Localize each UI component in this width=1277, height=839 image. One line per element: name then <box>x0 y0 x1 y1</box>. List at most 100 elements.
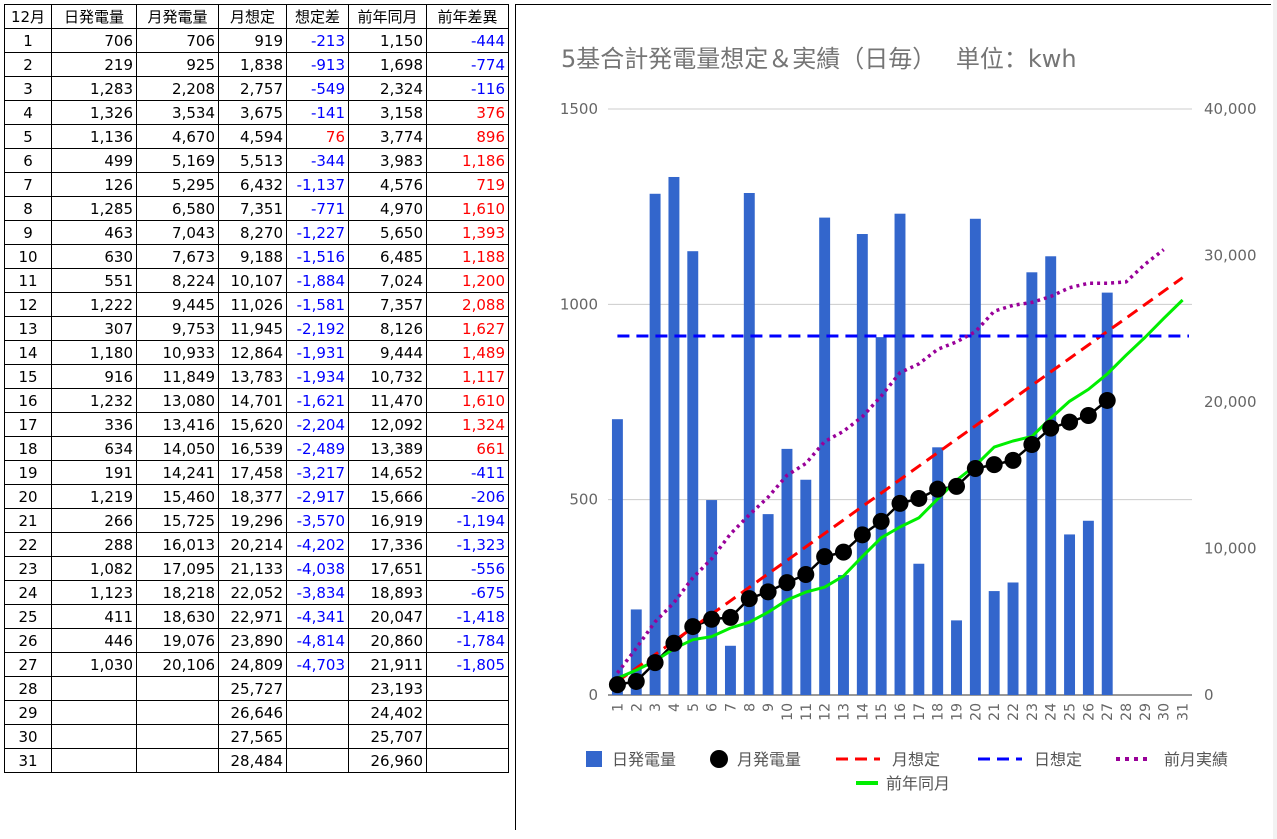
table-cell <box>136 748 219 773</box>
bar <box>687 251 699 695</box>
table-cell: 1,150 <box>348 28 427 53</box>
table-cell: 463 <box>51 220 137 245</box>
table-cell: 10,732 <box>348 364 427 389</box>
table-cell: 31 <box>4 748 52 773</box>
table-cell: 219 <box>51 52 137 77</box>
right-tick-label: 40,000 <box>1204 100 1257 118</box>
table-row: 31 28,484 26,960 <box>4 748 509 773</box>
window-edge <box>1273 0 1277 839</box>
table-row: 16 1,232 13,080 14,701 -1,621 11,470 1,610 <box>4 388 509 413</box>
table-cell: -206 <box>426 484 509 509</box>
table-cell <box>426 676 509 701</box>
table-header-row: 12月 日発電量 月発電量 月想定 想定差 前年同月 前年差異 <box>4 4 509 29</box>
table-cell: 9,445 <box>136 292 219 317</box>
bar <box>706 500 718 695</box>
bar <box>932 447 944 695</box>
table-cell: 2,208 <box>136 76 219 101</box>
table-cell: 25,727 <box>218 676 287 701</box>
table-cell: 17,458 <box>218 460 287 485</box>
table-cell: 1,698 <box>348 52 427 77</box>
table-cell: 1,136 <box>51 124 137 149</box>
bar <box>724 645 736 695</box>
bar <box>856 234 868 695</box>
table-cell: 18,218 <box>136 580 219 605</box>
table-cell: 1,200 <box>426 268 509 293</box>
table-row: 24 1,123 18,218 22,052 -3,834 18,893 -675 <box>4 580 509 605</box>
table-cell: -4,703 <box>286 652 349 677</box>
legend-label: 月想定 <box>892 750 940 769</box>
table-row: 17 336 13,416 15,620 -2,204 12,092 1,324 <box>4 412 509 437</box>
table-cell: 1,219 <box>51 484 137 509</box>
table-cell: -675 <box>426 580 509 605</box>
bar <box>1007 582 1019 695</box>
table-cell: 2,088 <box>426 292 509 317</box>
table-cell: -3,834 <box>286 580 349 605</box>
table-cell: 20,860 <box>348 628 427 653</box>
table-cell: 7,357 <box>348 292 427 317</box>
left-tick-label: 0 <box>588 686 598 704</box>
table-cell: 2 <box>4 52 52 77</box>
table-cell: 10 <box>4 244 52 269</box>
table-cell <box>286 676 349 701</box>
table-cell: 5,295 <box>136 172 219 197</box>
table-cell: 28 <box>4 676 52 701</box>
table-cell: 661 <box>426 436 509 461</box>
table-cell: 17,336 <box>348 532 427 557</box>
table-cell: 1,326 <box>51 100 137 125</box>
table-cell: 916 <box>51 364 137 389</box>
table-cell: 2,757 <box>218 76 287 101</box>
column-header: 前年同月 <box>348 4 427 29</box>
table-cell <box>51 676 137 701</box>
table-cell: -213 <box>286 28 349 53</box>
table-cell: 22,052 <box>218 580 287 605</box>
table-cell: 551 <box>51 268 137 293</box>
monthly-actual-point <box>1098 391 1116 409</box>
monthly-actual-point <box>1061 413 1079 431</box>
bar <box>668 176 680 695</box>
bar <box>649 193 661 696</box>
table-cell: 1,838 <box>218 52 287 77</box>
table-cell: 4,670 <box>136 124 219 149</box>
table-cell: -1,934 <box>286 364 349 389</box>
legend-label: 日想定 <box>1034 750 1082 769</box>
table-cell: 11,849 <box>136 364 219 389</box>
table-row: 10 630 7,673 9,188 -1,516 6,485 1,188 <box>4 244 509 269</box>
table-cell: 8,224 <box>136 268 219 293</box>
monthly-actual-point <box>966 460 984 478</box>
monthly-actual-point <box>703 610 721 628</box>
table-cell: 925 <box>136 52 219 77</box>
x-tick-label: 17 <box>912 703 928 721</box>
table-cell: 12 <box>4 292 52 317</box>
table-row: 29 26,646 24,402 <box>4 700 509 725</box>
table-cell: 896 <box>426 124 509 149</box>
table-cell <box>426 724 509 749</box>
table-row: 9 463 7,043 8,270 -1,227 5,650 1,393 <box>4 220 509 245</box>
table-cell: 14,701 <box>218 388 287 413</box>
table-row: 3 1,283 2,208 2,757 -549 2,324 -116 <box>4 76 509 101</box>
table-cell: 634 <box>51 436 137 461</box>
table-cell: 6,432 <box>218 172 287 197</box>
table-cell: -1,418 <box>426 604 509 629</box>
x-tick-label: 14 <box>855 703 871 721</box>
table-cell: 919 <box>218 28 287 53</box>
table-cell: 5,513 <box>218 148 287 173</box>
monthly-actual-point <box>608 676 626 694</box>
bar <box>1101 292 1113 695</box>
monthly-actual-point <box>1023 436 1041 454</box>
table-row: 11 551 8,224 10,107 -1,884 7,024 1,200 <box>4 268 509 293</box>
table-cell: 14,652 <box>348 460 427 485</box>
monthly-actual-point <box>1004 451 1022 469</box>
table-cell: 706 <box>136 28 219 53</box>
table-cell <box>136 700 219 725</box>
monthly-actual-point <box>778 574 796 592</box>
table-cell: 18,893 <box>348 580 427 605</box>
table-cell: 8,270 <box>218 220 287 245</box>
table-cell: -1,137 <box>286 172 349 197</box>
table-row: 4 1,326 3,534 3,675 -141 3,158 376 <box>4 100 509 125</box>
table-cell: 1,186 <box>426 148 509 173</box>
table-cell: 288 <box>51 532 137 557</box>
table-cell: 20,214 <box>218 532 287 557</box>
table-cell: 12,864 <box>218 340 287 365</box>
table-cell: 26,646 <box>218 700 287 725</box>
table-cell: -2,192 <box>286 316 349 341</box>
